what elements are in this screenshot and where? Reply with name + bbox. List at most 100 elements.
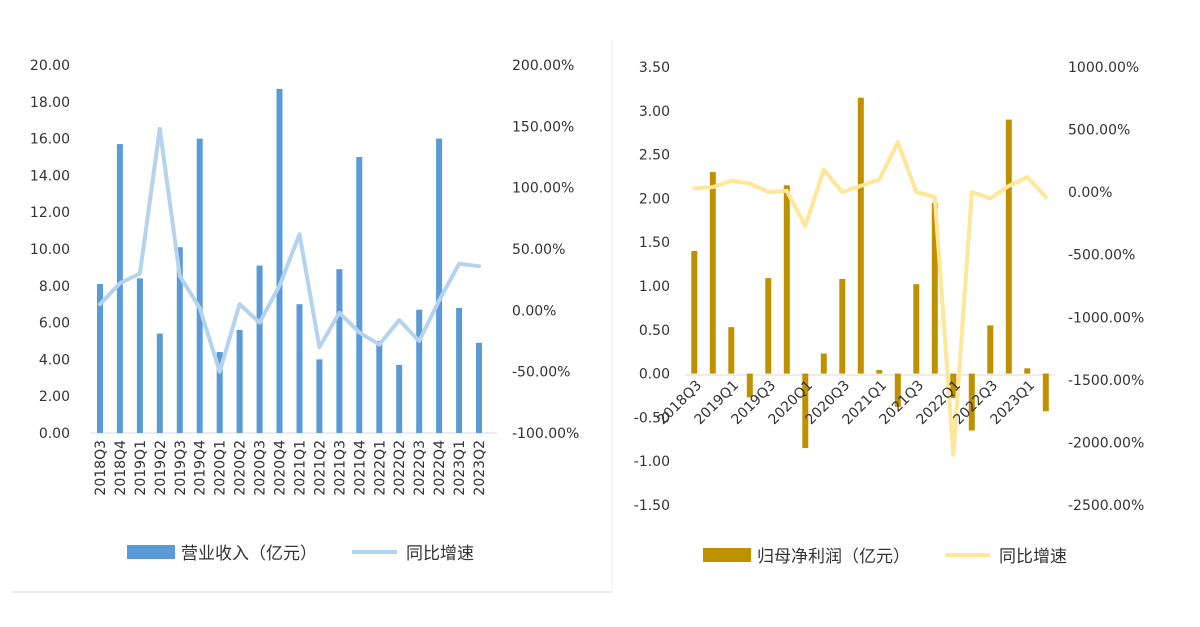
revenue-left-tick: 18.00 (30, 95, 70, 111)
revenue-x-tick: 2018Q3 (93, 440, 109, 496)
profit-bar-2021Q4 (931, 202, 938, 374)
revenue-bar-2022Q2 (396, 364, 403, 433)
revenue-right-tick: -100.00% (512, 426, 579, 442)
profit-right-tick: 1000.00% (1068, 60, 1139, 76)
revenue-x-tick: 2018Q4 (113, 440, 129, 496)
revenue-bar-2021Q2 (316, 359, 323, 433)
revenue-bar-2018Q3 (97, 284, 103, 433)
revenue-right-tick: 200.00% (512, 58, 574, 74)
revenue-bar-2019Q2 (156, 333, 163, 433)
revenue-bar-2019Q4 (196, 138, 203, 433)
revenue-right-tick: 150.00% (512, 119, 574, 135)
revenue-right-tick: 50.00% (512, 242, 565, 258)
revenue-bar-2022Q4 (436, 138, 443, 433)
revenue-legend-line-label: 同比增速 (406, 544, 474, 564)
profit-right-tick: -2000.00% (1068, 435, 1144, 451)
revenue-x-tick: 2019Q4 (193, 440, 209, 496)
revenue-bar-2018Q4 (116, 144, 123, 433)
revenue-bar-2020Q3 (256, 265, 263, 433)
revenue-bar-2022Q1 (376, 341, 383, 433)
profit-bar-2018Q4 (709, 172, 716, 374)
revenue-bars (97, 88, 482, 434)
net-profit-chart: -1.50 -1.00 -0.50 0.00 0.50 1.00 1.50 2.00 2.50 3… (634, 60, 1144, 567)
profit-bar-2020Q2 (820, 353, 827, 374)
revenue-x-tick: 2020Q2 (233, 440, 249, 496)
revenue-x-tick: 2021Q3 (332, 440, 348, 496)
profit-bar-2021Q3 (913, 284, 920, 374)
revenue-left-tick: 10.00 (30, 242, 70, 258)
revenue-bar-2019Q3 (176, 247, 183, 433)
revenue-x-axis-ticks: 2018Q3 2018Q4 2019Q1 2019Q2 2019Q3 2019Q4 2020… (93, 440, 488, 496)
profit-bar-2019Q1 (728, 327, 735, 374)
revenue-bar-2021Q1 (296, 304, 303, 433)
revenue-x-tick: 2021Q2 (312, 440, 328, 496)
profit-bar-2023Q1 (1024, 368, 1031, 374)
profit-right-tick: 0.00% (1068, 185, 1112, 201)
profit-left-tick: -0.50 (634, 410, 670, 426)
profit-left-axis-ticks: -1.50 -1.00 -0.50 0.00 0.50 1.00 1.50 2.00 2.50 3… (634, 60, 670, 514)
revenue-right-tick: 0.00% (512, 303, 556, 319)
profit-bar-2022Q4 (1005, 119, 1012, 374)
revenue-right-tick: 100.00% (512, 181, 574, 197)
profit-bar-2023Q2 (1042, 373, 1049, 412)
revenue-legend-bar-swatch (127, 545, 175, 559)
profit-bar-2021Q1 (876, 370, 883, 374)
profit-left-tick: -1.50 (634, 498, 670, 514)
profit-left-tick: 1.50 (639, 235, 670, 251)
profit-left-tick: 1.00 (639, 279, 670, 295)
revenue-left-tick: 16.00 (30, 132, 70, 148)
revenue-x-tick: 2019Q2 (153, 440, 169, 496)
revenue-left-tick: 6.00 (39, 316, 70, 332)
revenue-x-tick: 2020Q1 (213, 440, 229, 496)
profit-left-tick: 2.50 (639, 148, 670, 164)
revenue-left-axis-ticks: 0.00 2.00 4.00 6.00 8.00 10.00 12.00 14.00 16.00… (30, 58, 70, 442)
revenue-bar-2020Q1 (216, 352, 223, 433)
revenue-x-tick: 2023Q2 (472, 440, 488, 496)
profit-left-tick: 3.50 (639, 60, 670, 76)
profit-legend: 归母净利润（亿元） 同比增速 (703, 547, 1067, 567)
revenue-bar-2021Q3 (336, 269, 343, 433)
profit-left-tick: 0.50 (639, 323, 670, 339)
revenue-left-tick: 8.00 (39, 279, 70, 295)
profit-left-tick: 0.00 (639, 367, 670, 383)
revenue-bar-2020Q2 (236, 330, 243, 433)
profit-bar-2018Q3 (691, 251, 698, 374)
revenue-x-tick: 2022Q4 (432, 440, 448, 496)
revenue-growth-polyline (98, 126, 481, 374)
profit-right-axis-ticks: -2500.00% -2000.00% -1500.00% -1000.00% -500… (1068, 60, 1144, 514)
profit-bar-2020Q1 (802, 373, 809, 449)
revenue-left-tick: 12.00 (30, 205, 70, 221)
profit-legend-line-label: 同比增速 (999, 547, 1067, 567)
profit-left-tick: -1.00 (634, 454, 670, 470)
revenue-right-axis-ticks: -100.00% -50.00% 0.00% 50.00% 100.00% 150.00%… (512, 58, 579, 442)
revenue-x-tick: 2021Q4 (352, 440, 368, 496)
revenue-x-tick: 2023Q1 (452, 440, 468, 496)
revenue-x-tick: 2021Q1 (293, 440, 309, 496)
revenue-legend: 营业收入（亿元） 同比增速 (127, 544, 474, 564)
revenue-bar-2020Q4 (276, 88, 283, 434)
revenue-left-tick: 4.00 (39, 352, 70, 368)
revenue-x-tick: 2019Q1 (133, 440, 149, 496)
revenue-x-tick: 2019Q3 (173, 440, 189, 496)
profit-growth-polyline (692, 140, 1048, 457)
profit-right-tick: -500.00% (1068, 248, 1135, 264)
revenue-left-tick: 2.00 (39, 389, 70, 405)
profit-bar-2021Q2 (894, 373, 901, 407)
profit-bar-2022Q3 (987, 325, 994, 374)
profit-left-tick: 2.00 (639, 191, 670, 207)
revenue-right-tick: -50.00% (512, 365, 570, 381)
profit-bar-2019Q3 (765, 278, 772, 374)
profit-legend-bar-swatch (703, 548, 751, 562)
profit-bar-2022Q1 (950, 373, 957, 399)
revenue-left-tick: 14.00 (30, 168, 70, 184)
profit-x-axis-ticks: 2018Q32019Q12019Q32020Q12020Q32021Q12021… (655, 378, 1039, 429)
revenue-x-tick: 2020Q3 (253, 440, 269, 496)
profit-right-tick: 500.00% (1068, 123, 1130, 139)
profit-right-tick: -2500.00% (1068, 498, 1144, 514)
profit-right-tick: -1000.00% (1068, 310, 1144, 326)
revenue-growth-line (98, 126, 481, 374)
profit-bar-2019Q2 (746, 373, 753, 398)
revenue-x-tick: 2022Q2 (392, 440, 408, 496)
revenue-bar-2021Q4 (356, 157, 363, 433)
